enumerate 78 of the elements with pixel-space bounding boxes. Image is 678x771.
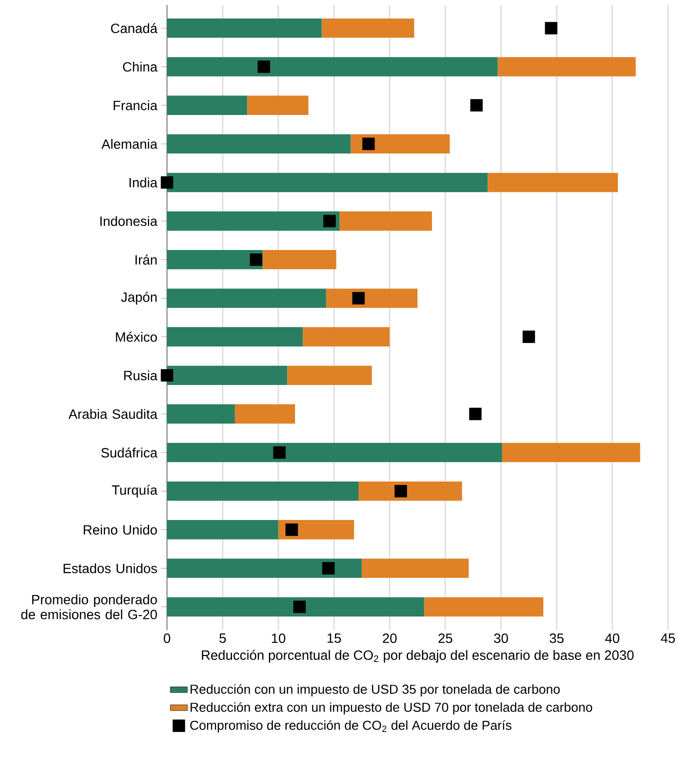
x-tick-label: 15 [328, 634, 341, 643]
bar [326, 288, 418, 308]
legend-label: Reducción extra con un impuesto de USD 70 por tonelada de carbono [190, 702, 592, 714]
point [258, 60, 270, 73]
bar [167, 288, 326, 308]
bar [167, 597, 424, 617]
point [250, 253, 262, 266]
x-tick-label: 45 [660, 634, 675, 643]
x-tick-label: 20 [382, 634, 397, 644]
point [544, 22, 558, 34]
bar [362, 558, 469, 578]
y-tick-label: Reino Unido [84, 524, 157, 535]
point [273, 446, 286, 459]
y-tick-label: Irán [136, 254, 157, 265]
bar [167, 481, 358, 501]
point [322, 562, 335, 574]
y-tick-label: Promedio ponderado de emisiones del G-20 [21, 594, 157, 620]
x-tick-label: 10 [272, 634, 286, 644]
bar [234, 404, 296, 424]
y-tick-label: Canadá [111, 23, 158, 34]
x-tick-label: 30 [494, 634, 508, 644]
bar [167, 442, 502, 462]
y-tick-label: Indonesia [100, 216, 158, 226]
bar [424, 597, 544, 617]
y-tick-label: Japón [121, 292, 157, 305]
x-tick-label: 35 [550, 634, 564, 644]
bar [167, 250, 263, 270]
legend-label: Compromiso de reducción de CO$_{2}$ del Acuerdo de París [190, 720, 512, 732]
y-tick-label: India [130, 178, 158, 188]
bar [167, 327, 303, 346]
bar [488, 172, 618, 192]
point [470, 99, 483, 112]
y-tick-label: Turquía [112, 484, 158, 498]
point [285, 524, 298, 536]
legend-label: Reducción con un impuesto de USD 35 por tonelada de carbono [190, 684, 560, 696]
point [362, 138, 375, 150]
bar [498, 57, 636, 76]
bar [167, 404, 235, 424]
bar [358, 481, 462, 501]
x-axis-title: Reducción porcentual de CO$_{2}$ por debajo del escenario de base en 2030 [202, 650, 634, 663]
bar [278, 520, 354, 540]
bar [167, 520, 278, 540]
bar [502, 442, 640, 462]
point [160, 369, 174, 382]
point [352, 292, 365, 304]
y-tick-label: Francia [114, 100, 158, 110]
point [293, 600, 306, 614]
x-tick-label: 25 [438, 634, 452, 644]
bar [167, 211, 340, 231]
point [522, 330, 536, 343]
y-tick-label: Rusia [124, 370, 158, 380]
point [394, 484, 408, 498]
bar [167, 366, 288, 386]
y-tick-label: Arabia Saudita [68, 409, 158, 419]
bar [287, 366, 372, 386]
bar [302, 327, 390, 346]
y-tick-label: Estados Unidos [64, 563, 157, 574]
bar [167, 134, 351, 154]
point [160, 176, 174, 189]
bar [167, 558, 362, 578]
bar [167, 57, 498, 76]
bar [350, 134, 450, 154]
bar [340, 211, 432, 231]
x-tick-label: 40 [605, 634, 620, 644]
y-tick-label: Sudáfrica [101, 448, 158, 458]
bar [247, 96, 308, 115]
point [469, 408, 482, 420]
y-tick-label: China [123, 62, 158, 72]
bar [262, 250, 336, 270]
x-tick-label: 5 [219, 634, 226, 643]
x-tick-label: 0 [164, 634, 170, 644]
bar [167, 96, 248, 115]
point [323, 214, 336, 228]
bar [167, 18, 322, 38]
y-tick-label: México [116, 332, 157, 342]
y-tick-label: Alemania [101, 138, 158, 149]
bar [322, 18, 414, 38]
bar [167, 172, 488, 192]
